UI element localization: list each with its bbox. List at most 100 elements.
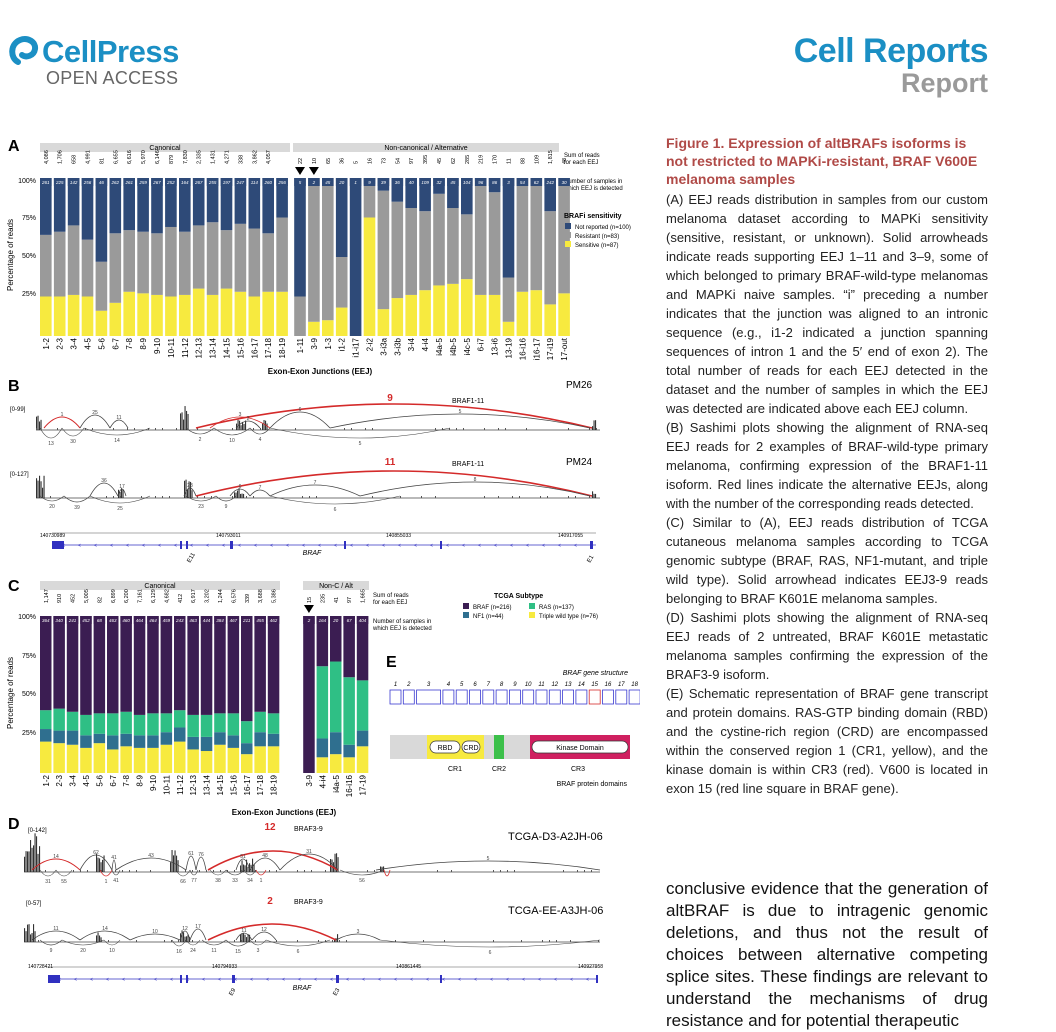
sample-count-box [516, 178, 529, 186]
sum-of-reads: 5,970 [141, 150, 147, 164]
junction-count: 17 [119, 484, 125, 490]
coverage-bar [25, 851, 27, 872]
junction-arc [249, 427, 271, 435]
coverage-bar [243, 933, 245, 942]
strand-arrow: < [590, 543, 593, 549]
junction-arc [195, 403, 593, 429]
x-tick-label: 16-17 [243, 774, 252, 795]
strand-arrow: < [158, 543, 161, 549]
bar-segment [137, 178, 149, 232]
gene-exons: 1 2 3 4 5 6 7 8 9 10 11 12 13 14 15 16 17 18 [389, 682, 640, 705]
bar-segment [335, 178, 348, 257]
strand-arrow: < [254, 543, 257, 549]
sample-count-box [544, 178, 556, 186]
legend-item: Not reported (n=100) [575, 225, 631, 231]
journal-title: Cell Reports [793, 32, 989, 70]
x-tick-label: 1-11 [296, 337, 305, 353]
access-label: OPEN ACCESS [46, 68, 179, 88]
coverage-bar [325, 940, 326, 942]
sample-count: 40 [409, 180, 415, 185]
junction-arc [185, 939, 201, 946]
junction-arc [207, 923, 337, 941]
sum-of-reads: 338 [238, 155, 244, 164]
x-tick-label: 1-2 [42, 774, 51, 786]
coverage-bar [187, 934, 189, 942]
strand-arrow: < [414, 543, 417, 549]
junction-count: 6 [299, 407, 302, 413]
x-tick-label: i4c-5 [463, 337, 472, 355]
junction-count: 16 [176, 949, 182, 955]
sum-of-reads: 285 [465, 155, 471, 164]
bar-segment [107, 749, 119, 773]
junction-arc [215, 495, 237, 502]
sum-of-reads: 1,431 [211, 150, 217, 164]
coverage-bar [39, 846, 41, 872]
range-label: [0-57] [26, 901, 42, 907]
coverage-bar [423, 940, 424, 942]
x-tick-label: 14-15 [216, 774, 225, 795]
bar-segment [254, 616, 266, 712]
bar-segment [220, 288, 233, 336]
coverage-bar [325, 870, 326, 872]
x-tick-label: i4a-5 [332, 774, 341, 792]
coverage-bar [395, 940, 396, 942]
sample-count: 384 [216, 618, 224, 623]
sample-count: 463 [109, 618, 117, 623]
bar-segment [405, 178, 417, 209]
strand-arrow: < [366, 543, 369, 549]
bar-segment [488, 192, 501, 295]
coverage-bar [186, 410, 188, 430]
sample-count-box [192, 178, 205, 186]
coverage-bar [568, 428, 569, 430]
junction-count: 12 [261, 927, 267, 933]
bar-segment [447, 208, 459, 284]
bar-segment [151, 233, 163, 295]
coverage-bar [240, 865, 242, 872]
exon-number: 16 [605, 682, 612, 688]
group-title-bg [40, 581, 280, 590]
coverage-bar [173, 855, 175, 872]
junction-count: 15 [235, 949, 241, 955]
bar-segment [200, 616, 213, 715]
sum-of-reads: 6,917 [191, 589, 197, 603]
strand-arrow: < [554, 977, 557, 983]
caption-title: Figure 1. Expression of altBRAFs isoform… [666, 135, 978, 187]
sum-label-2: for each EEJ [373, 600, 407, 606]
bar-segment [356, 616, 369, 681]
coverage-bar [237, 419, 239, 430]
samples-label-2: which EEJ is detected [372, 626, 432, 632]
junction-count: 55 [61, 879, 67, 885]
coverage-bar [185, 870, 186, 872]
bar-segment [391, 178, 404, 202]
cr2-region [494, 735, 504, 759]
sample-count: 142 [70, 180, 78, 185]
coverage-bar [372, 428, 373, 430]
coverage-bar [337, 934, 339, 942]
bar-segment [316, 616, 329, 667]
coverage-bar [183, 419, 185, 430]
exon-block [596, 975, 598, 983]
sum-of-reads: 109 [534, 155, 540, 164]
sample-count: 68 [97, 618, 103, 623]
bar-segment [530, 178, 543, 291]
junction-count: 8 [474, 477, 477, 483]
junction-arc [185, 855, 197, 871]
coverage-bar [162, 496, 163, 498]
coverage-bar [242, 421, 244, 430]
coverage-bar [336, 853, 338, 872]
sample-count: 267 [152, 180, 161, 185]
bar-segment [544, 211, 556, 305]
sample-count: 46 [99, 180, 105, 185]
bar-segment [474, 181, 487, 295]
bar-segment [214, 616, 226, 714]
junction-arc [79, 930, 131, 941]
coverage-bar [589, 496, 590, 498]
junction-arc [111, 869, 121, 876]
coverage-bar [171, 850, 173, 872]
caption-c: (C) Similar to (A), EEJ reads distributi… [666, 515, 988, 606]
coverage-bar [102, 859, 104, 872]
junction-count: 62 [93, 850, 99, 856]
